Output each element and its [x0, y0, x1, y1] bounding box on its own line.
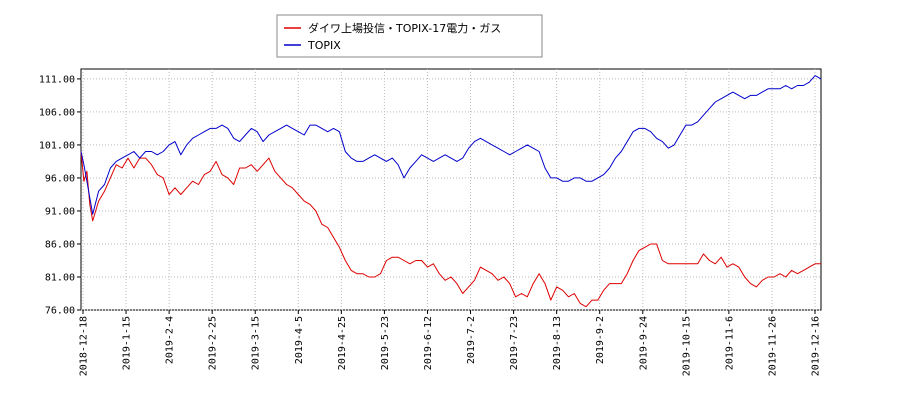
y-tick-label: 101.00 [39, 140, 75, 151]
series-line-1 [80, 151, 821, 308]
x-axis-ticks: 2018-12-18 2019-1-15 2019-2-4 2019-2-25 2019… [79, 310, 822, 376]
legend-label-series-2: TOPIX [307, 39, 341, 52]
y-tick-label: 81.00 [45, 272, 75, 283]
y-tick-label: 96.00 [45, 173, 75, 184]
x-tick-label: 2019-2-25 [208, 316, 219, 370]
y-tick-label: 106.00 [39, 107, 75, 118]
x-tick-label: 2019-11-6 [724, 316, 735, 370]
y-tick-label: 111.00 [39, 74, 75, 85]
y-tick-label: 76.00 [45, 306, 75, 317]
x-tick-label: 2019-9-2 [595, 316, 606, 364]
x-tick-label: 2019-12-16 [811, 316, 822, 376]
x-tick-label: 2019-7-23 [509, 316, 520, 370]
x-tick-label: 2018-12-18 [79, 316, 90, 376]
x-tick-label: 2019-8-13 [552, 316, 563, 370]
x-tick-label: 2019-6-12 [423, 316, 434, 370]
x-tick-label: 2019-9-24 [638, 316, 649, 370]
legend-label-series-1: ダイワ上場投信・TOPIX-17電力・ガス [308, 21, 501, 35]
x-tick-label: 2019-4-25 [337, 316, 348, 370]
series-lines [80, 75, 822, 308]
x-tick-label: 2019-2-4 [165, 316, 176, 364]
y-tick-label: 86.00 [45, 239, 75, 250]
x-tick-label: 2019-3-15 [251, 316, 262, 370]
y-axis-ticks: 76.00 81.00 86.00 91.00 96.00 101.00 106.00 111… [39, 74, 81, 317]
x-tick-label: 2019-1-15 [122, 316, 133, 370]
legend: ダイワ上場投信・TOPIX-17電力・ガス TOPIX [276, 14, 543, 58]
x-tick-label: 2019-4-5 [294, 316, 305, 364]
plot-area [80, 68, 822, 311]
x-tick-label: 2019-7-2 [466, 316, 477, 364]
legend-box [276, 14, 543, 58]
x-tick-label: 2019-5-23 [380, 316, 391, 370]
y-tick-label: 91.00 [45, 206, 75, 217]
x-tick-label: 2019-11-26 [767, 316, 778, 376]
x-tick-label: 2019-10-15 [681, 316, 692, 376]
series-line-2 [80, 75, 822, 215]
